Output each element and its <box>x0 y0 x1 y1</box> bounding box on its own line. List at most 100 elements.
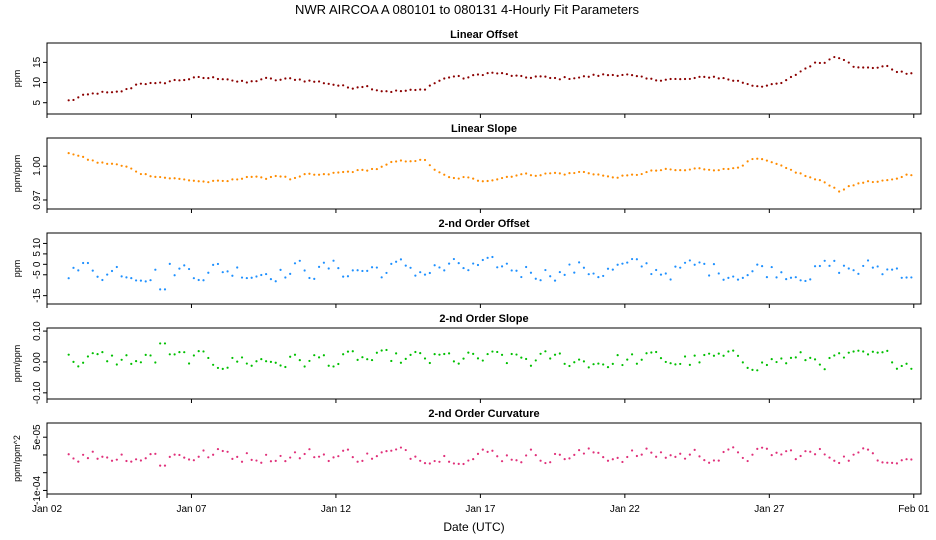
data-point <box>833 55 836 59</box>
data-point <box>828 356 831 360</box>
data-point <box>789 168 793 171</box>
data-point <box>332 259 335 262</box>
data-point <box>881 461 884 464</box>
data-point <box>96 275 99 278</box>
data-point <box>592 272 595 275</box>
data-point <box>82 93 85 96</box>
data-point <box>828 456 831 459</box>
data-point <box>236 455 239 458</box>
data-point <box>818 363 821 366</box>
data-point <box>900 364 903 368</box>
data-point <box>891 361 894 364</box>
data-point <box>794 73 797 76</box>
data-point <box>505 72 508 76</box>
data-point <box>847 459 850 462</box>
data-point <box>515 174 518 177</box>
data-point <box>616 263 619 266</box>
data-point <box>385 271 388 275</box>
data-point <box>712 459 716 462</box>
data-point <box>346 275 350 278</box>
data-point <box>876 265 879 268</box>
data-point <box>77 96 80 99</box>
data-point <box>549 357 552 360</box>
data-point <box>799 351 802 354</box>
data-point <box>260 78 263 81</box>
data-point <box>597 74 600 77</box>
data-point <box>722 76 725 80</box>
data-point <box>370 358 374 362</box>
data-point <box>231 457 234 460</box>
data-point <box>886 268 889 271</box>
data-point <box>621 262 624 265</box>
data-point <box>756 157 759 160</box>
data-point <box>72 360 75 363</box>
x-tick-label: Jan 27 <box>754 504 784 515</box>
data-point <box>635 258 638 261</box>
data-point <box>250 276 253 279</box>
data-point <box>390 359 393 363</box>
data-point <box>322 261 325 264</box>
data-point <box>876 66 879 69</box>
data-point <box>722 278 725 281</box>
data-point <box>544 461 547 465</box>
data-point <box>240 356 244 359</box>
data-point <box>361 85 364 89</box>
data-point <box>664 272 667 275</box>
data-point <box>265 360 268 363</box>
data-point <box>125 354 128 357</box>
data-point <box>862 66 865 69</box>
data-point <box>563 76 566 79</box>
data-point <box>756 369 759 372</box>
data-point <box>168 80 171 83</box>
data-point <box>563 173 566 176</box>
data-point <box>149 452 152 456</box>
data-point <box>197 180 200 183</box>
data-point <box>703 459 706 462</box>
data-point <box>895 367 899 370</box>
data-point <box>900 276 903 279</box>
data-point <box>414 159 417 163</box>
data-point <box>423 462 427 465</box>
data-point <box>298 457 301 460</box>
data-point <box>289 178 292 181</box>
data-point <box>139 361 142 364</box>
data-point <box>823 181 826 184</box>
data-point <box>390 160 393 164</box>
data-point <box>818 264 821 268</box>
data-point <box>236 360 239 363</box>
data-point <box>178 267 181 270</box>
data-point <box>467 459 470 462</box>
data-point <box>457 261 460 265</box>
data-point <box>804 67 807 70</box>
data-point <box>476 179 480 182</box>
plot-frame <box>46 422 922 495</box>
data-point <box>428 164 431 167</box>
data-point <box>597 276 600 279</box>
data-point <box>452 360 455 363</box>
data-point <box>780 271 783 274</box>
data-point <box>568 172 571 175</box>
data-point <box>857 451 860 454</box>
data-point <box>419 459 422 462</box>
data-point <box>67 152 70 155</box>
data-point <box>563 458 566 461</box>
data-point <box>390 449 393 452</box>
data-point <box>862 447 865 450</box>
data-point <box>308 448 311 451</box>
data-point <box>192 459 195 462</box>
data-point <box>621 363 624 367</box>
data-point <box>120 275 123 278</box>
data-point <box>765 84 769 87</box>
data-point <box>202 180 205 183</box>
data-point <box>703 168 706 171</box>
data-point <box>823 368 826 371</box>
data-point <box>110 269 114 273</box>
data-point <box>553 353 557 356</box>
data-point <box>390 90 393 94</box>
data-point <box>621 460 624 464</box>
data-point <box>274 280 277 283</box>
data-point <box>544 172 547 175</box>
data-point <box>881 65 884 68</box>
data-point <box>82 361 85 364</box>
data-point <box>472 177 475 180</box>
